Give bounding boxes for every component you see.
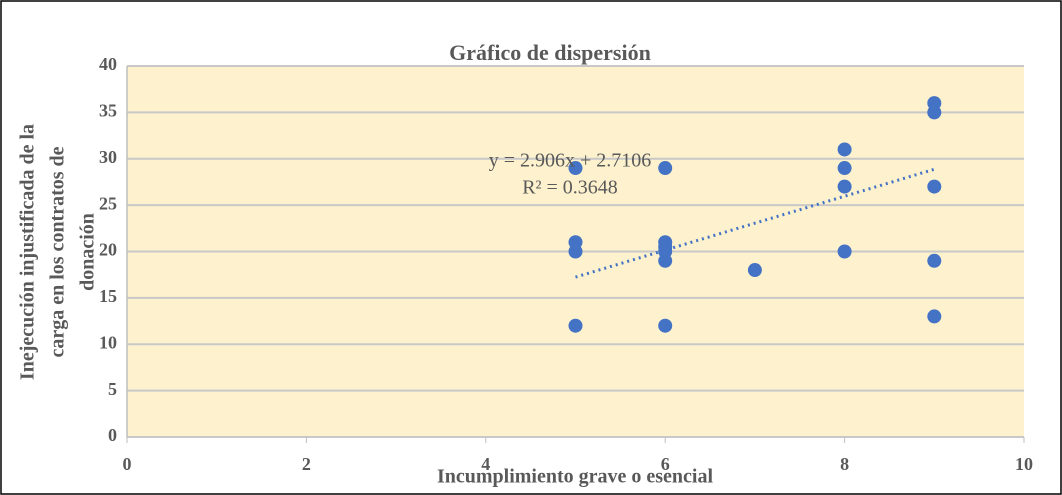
y-axis-label-line: Inejecución injustificada de la — [17, 124, 39, 380]
point — [658, 161, 673, 176]
x-tick-label: 0 — [123, 454, 132, 474]
y-tick-label: 15 — [99, 286, 117, 306]
x-axis-label: Incumplimiento grave o esencial — [437, 466, 714, 488]
point — [568, 318, 583, 333]
y-axis-label-line: carga en los contratos de — [47, 146, 69, 357]
y-tick-label: 35 — [99, 101, 117, 121]
y-tick-label: 20 — [99, 240, 117, 260]
y-tick-label: 30 — [99, 147, 117, 167]
x-tick-label: 6 — [661, 454, 670, 474]
y-tick-label: 5 — [108, 379, 117, 399]
point — [568, 161, 583, 176]
point — [837, 161, 852, 176]
point — [837, 244, 852, 259]
y-axis-label: Inejecución injustificada de la carga en … — [17, 124, 99, 380]
y-tick-label: 10 — [99, 332, 117, 352]
point — [927, 253, 942, 268]
trend-equation: R² = 0.3648 — [522, 177, 618, 199]
point — [658, 318, 673, 333]
point — [747, 263, 762, 278]
x-tick-label: 8 — [840, 454, 849, 474]
x-tick-label: 10 — [1015, 454, 1033, 474]
x-tick-label: 4 — [481, 454, 490, 474]
point — [927, 105, 942, 120]
trend-equation: y = 2.906x + 2.7106 — [489, 150, 652, 172]
point — [568, 244, 583, 259]
point — [927, 179, 942, 194]
y-tick-label: 0 — [108, 425, 117, 445]
y-tick-label: 25 — [99, 193, 117, 213]
trendline — [575, 167, 935, 279]
point — [658, 253, 673, 268]
point — [927, 309, 942, 324]
point — [837, 142, 852, 157]
chart-title: Gráfico de dispersión — [449, 40, 651, 65]
x-tick-label: 2 — [302, 454, 311, 474]
y-axis-label-line: donación — [77, 213, 99, 291]
point — [837, 179, 852, 194]
y-tick-label: 40 — [99, 54, 117, 74]
